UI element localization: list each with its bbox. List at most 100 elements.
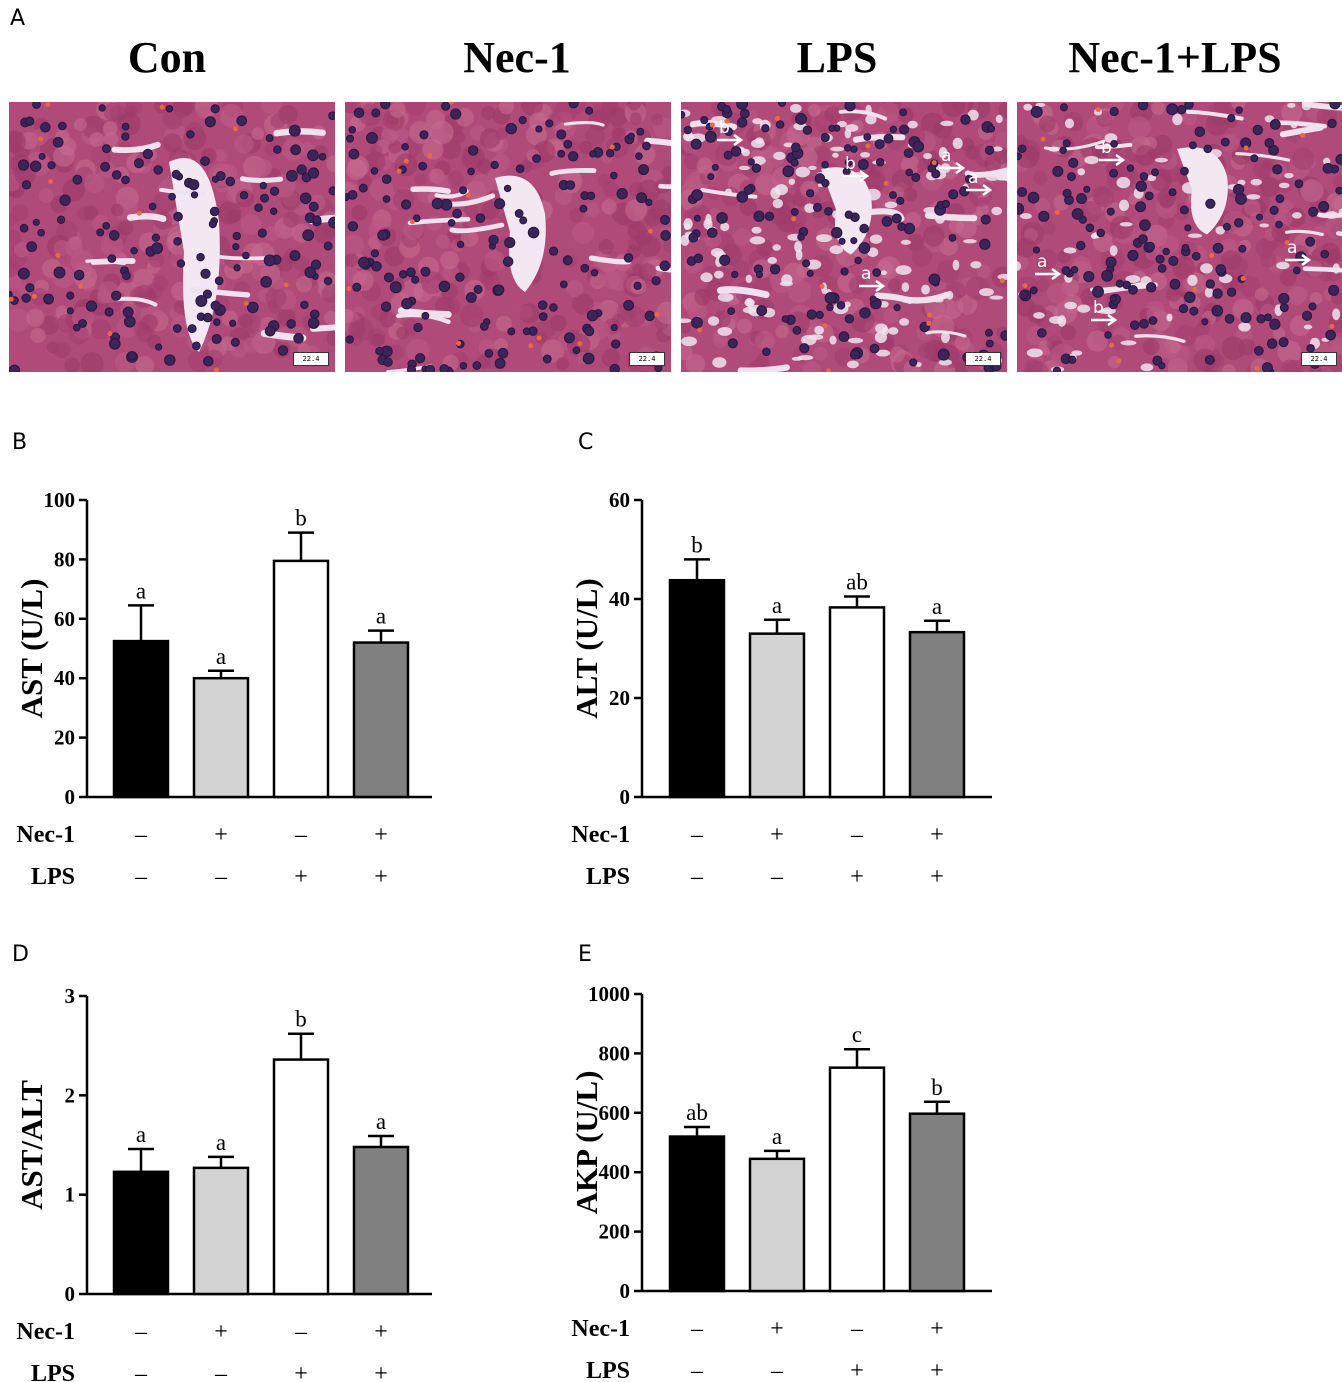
vacuole bbox=[783, 142, 794, 148]
red-blood-cell bbox=[48, 178, 54, 184]
vacuole bbox=[681, 318, 692, 324]
nucleus bbox=[1269, 205, 1279, 215]
nucleus bbox=[210, 300, 221, 311]
nucleus bbox=[127, 351, 137, 361]
nucleus bbox=[893, 304, 901, 312]
nucleus bbox=[108, 230, 120, 241]
red-blood-cell bbox=[107, 331, 113, 337]
panel-c-letter: C bbox=[578, 430, 594, 455]
scale-bar: 22.4 bbox=[965, 352, 1001, 366]
nucleus bbox=[406, 364, 417, 372]
cytoplasm-blob bbox=[1017, 237, 1036, 258]
nucleus bbox=[263, 254, 276, 267]
cytoplasm-blob bbox=[364, 151, 386, 173]
nucleus bbox=[236, 115, 248, 127]
nucleus bbox=[706, 227, 718, 239]
nucleus bbox=[792, 325, 802, 335]
bar bbox=[828, 1066, 886, 1293]
cytoplasm-blob bbox=[379, 310, 396, 328]
nucleus bbox=[903, 222, 916, 235]
cytoplasm-blob bbox=[623, 305, 646, 328]
nucleus bbox=[875, 157, 885, 167]
nucleus bbox=[32, 218, 40, 226]
cytoplasm-blob bbox=[429, 120, 454, 145]
nucleus bbox=[72, 323, 81, 332]
vacuole bbox=[1035, 102, 1046, 107]
y-axis-label: AST/ALT bbox=[14, 1080, 49, 1210]
cytoplasm-blob bbox=[787, 279, 812, 303]
factor-label: Nec-1 bbox=[16, 822, 75, 848]
cytoplasm-blob bbox=[479, 128, 501, 149]
nucleus bbox=[1027, 191, 1040, 204]
nucleus bbox=[1151, 168, 1159, 177]
cytoplasm-blob bbox=[1093, 186, 1115, 208]
cytoplasm-blob bbox=[476, 158, 492, 174]
nucleus bbox=[441, 102, 451, 111]
nucleus bbox=[187, 324, 197, 334]
vacuole bbox=[829, 245, 844, 255]
cytoplasm-blob bbox=[444, 298, 461, 315]
vacuole bbox=[780, 281, 793, 287]
cytoplasm-blob bbox=[911, 246, 933, 267]
nucleus bbox=[153, 165, 163, 175]
nucleus bbox=[455, 272, 465, 282]
nucleus bbox=[254, 203, 263, 213]
sinusoid bbox=[1094, 142, 1133, 150]
cytoplasm-blob bbox=[440, 250, 459, 270]
vacuole bbox=[1200, 263, 1213, 274]
nucleus bbox=[609, 363, 620, 372]
nucleus bbox=[874, 139, 885, 150]
nucleus bbox=[25, 116, 35, 126]
nucleus bbox=[858, 242, 871, 254]
y-tick-label: 40 bbox=[54, 666, 75, 690]
nucleus bbox=[438, 280, 451, 293]
red-blood-cell bbox=[136, 210, 142, 216]
factor-label: LPS bbox=[31, 1361, 75, 1382]
cytoplasm-blob bbox=[396, 326, 409, 340]
nucleus bbox=[186, 130, 195, 139]
nucleus bbox=[389, 281, 402, 294]
significance-letter: a bbox=[772, 593, 782, 618]
cytoplasm-blob bbox=[117, 112, 141, 136]
nucleus bbox=[370, 167, 379, 175]
annotation-arrow-a: a bbox=[939, 146, 966, 175]
nucleus bbox=[202, 312, 213, 323]
nucleus bbox=[727, 338, 738, 349]
cytoplasm-blob bbox=[813, 346, 828, 361]
cytoplasm-blob bbox=[1166, 286, 1182, 302]
cytoplasm-blob bbox=[380, 128, 397, 145]
vacuole bbox=[772, 198, 784, 209]
nucleus bbox=[1017, 202, 1025, 215]
nucleus bbox=[366, 132, 378, 144]
nucleus bbox=[502, 256, 514, 267]
nucleus bbox=[659, 260, 671, 272]
cytoplasm-blob bbox=[238, 259, 254, 274]
significance-letter: ab bbox=[686, 1100, 708, 1125]
vacuole bbox=[795, 249, 803, 261]
nucleus bbox=[419, 130, 429, 140]
vacuole bbox=[1090, 233, 1098, 240]
sinusoid bbox=[655, 265, 671, 273]
histology-image-con: 22.4 bbox=[9, 102, 335, 372]
scale-bar: 22.4 bbox=[1301, 352, 1337, 366]
sinusoid bbox=[997, 176, 1007, 181]
treatment-sign: + bbox=[770, 822, 784, 848]
vacuole bbox=[808, 334, 824, 340]
cytoplasm-blob bbox=[601, 270, 621, 290]
vacuole bbox=[712, 357, 727, 368]
cytoplasm-blob bbox=[388, 344, 404, 361]
nucleus bbox=[844, 210, 854, 219]
red-blood-cell bbox=[819, 283, 825, 289]
vacuole bbox=[816, 234, 832, 243]
nucleus bbox=[456, 240, 465, 249]
nucleus bbox=[1272, 164, 1283, 175]
nucleus bbox=[782, 165, 795, 178]
cytoplasm-blob bbox=[1033, 170, 1048, 185]
cytoplasm-blob bbox=[739, 198, 758, 216]
nucleus bbox=[1030, 105, 1043, 118]
y-tick-label: 20 bbox=[54, 726, 75, 750]
nucleus bbox=[211, 175, 220, 183]
nucleus bbox=[522, 327, 531, 336]
treatment-sign: – bbox=[690, 864, 704, 890]
vacuole bbox=[899, 318, 910, 326]
